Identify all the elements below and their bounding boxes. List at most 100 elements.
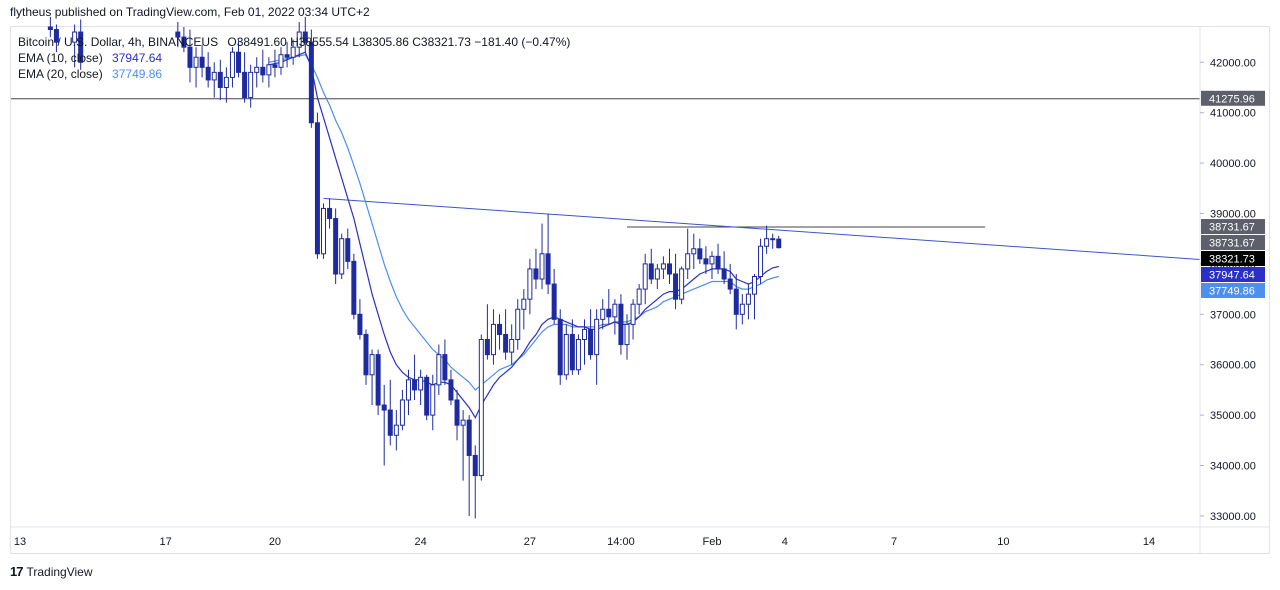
- candle-body-down: [242, 71, 248, 99]
- candle-body-up: [758, 245, 764, 277]
- candle-body-up: [193, 56, 199, 68]
- candle-body-up: [436, 354, 442, 386]
- candle-body-up: [751, 276, 757, 295]
- candle-body-up: [339, 238, 345, 275]
- x-tick-label: 14: [1143, 536, 1155, 548]
- candle: [460, 410, 466, 481]
- candle-body-down: [412, 379, 418, 391]
- ema20-line: [268, 54, 779, 391]
- candle: [254, 57, 260, 88]
- y-tick-label: 34000.00: [1210, 461, 1256, 473]
- candle: [697, 238, 703, 264]
- candle-body-down: [345, 238, 351, 262]
- candle: [296, 21, 302, 58]
- candle: [229, 47, 235, 88]
- candle-body-up: [478, 339, 484, 477]
- candle: [715, 243, 721, 274]
- tradingview-logo-text[interactable]: TradingView: [26, 564, 93, 579]
- candle-body-up: [600, 308, 606, 320]
- candle-body-down: [308, 41, 314, 124]
- y-tick-label: 33000.00: [1210, 511, 1256, 523]
- publisher-line: flytheus published on TradingView.com, F…: [10, 5, 370, 19]
- price-tag-bg: [1201, 283, 1265, 299]
- candle-body-down: [776, 238, 782, 249]
- price-tag-label: 41275.96: [1209, 93, 1255, 105]
- candle: [381, 384, 387, 466]
- candle-body-up: [691, 248, 697, 255]
- candle: [278, 47, 284, 75]
- candle: [612, 299, 618, 335]
- candle-body-down: [236, 51, 242, 73]
- candle: [369, 349, 375, 406]
- candle: [624, 314, 630, 360]
- candle: [472, 445, 478, 519]
- candle-body-down: [484, 339, 490, 356]
- candle: [242, 52, 248, 103]
- candle: [412, 354, 418, 400]
- candle-body-down: [497, 323, 503, 335]
- ema10-polyline: [268, 51, 779, 419]
- candle: [654, 263, 660, 290]
- candle-body-down: [387, 409, 393, 436]
- candle: [751, 273, 757, 320]
- candle: [272, 49, 278, 78]
- candle-body-up: [636, 288, 642, 305]
- candle: [539, 223, 545, 290]
- candle: [727, 263, 733, 295]
- candle-body-down: [181, 36, 187, 48]
- candle-body-down: [442, 354, 448, 381]
- candle: [442, 339, 448, 385]
- candle: [733, 273, 739, 330]
- chart-frame[interactable]: [10, 26, 1270, 554]
- candle: [497, 314, 503, 350]
- legend-ema10-label[interactable]: EMA (10, close): [18, 51, 103, 65]
- x-tick-label: 17: [160, 536, 172, 548]
- candle: [223, 67, 229, 103]
- candle: [351, 253, 357, 320]
- x-tick-label: 13: [14, 536, 26, 548]
- candle: [375, 349, 381, 416]
- candle: [448, 369, 454, 406]
- legend-ema20-label[interactable]: EMA (20, close): [18, 67, 103, 81]
- candle-body-up: [248, 71, 254, 99]
- legend-ema10-value: 37947.64: [112, 51, 163, 65]
- price-axis: 33000.00 34000.00 35000.00 36000.00 37000.00…: [11, 27, 1269, 553]
- candle: [636, 284, 642, 315]
- candle: [606, 289, 612, 325]
- candle: [764, 225, 770, 254]
- candle: [685, 228, 691, 280]
- price-tag-bg: [1201, 235, 1265, 251]
- candle: [339, 233, 345, 280]
- candle: [533, 248, 539, 290]
- candle-body-down: [260, 66, 266, 76]
- candle: [484, 304, 490, 360]
- tradingview-logo-icon[interactable]: 17: [10, 564, 24, 579]
- candle: [679, 266, 685, 305]
- legend-symbol[interactable]: Bitcoin / U.S. Dollar, 4h, BINANCEUS: [18, 35, 219, 49]
- candle: [302, 16, 308, 53]
- candle-body-up: [630, 303, 636, 325]
- price-tag-level: 38731.67: [1201, 235, 1265, 251]
- candle-body-up: [764, 238, 770, 247]
- candle: [405, 369, 411, 416]
- candle: [515, 299, 521, 350]
- chart-legend: Bitcoin / U.S. Dollar, 4h, BINANCEUS O38…: [18, 34, 570, 82]
- price-tag-bg: [1201, 267, 1265, 283]
- candle-body-up: [642, 263, 648, 290]
- candle: [563, 324, 569, 380]
- candle: [181, 27, 187, 53]
- candle: [78, 19, 84, 70]
- candle-body-up: [563, 333, 569, 376]
- candle: [199, 44, 205, 78]
- candle: [666, 248, 672, 285]
- candle: [490, 309, 496, 365]
- candle-body-up: [521, 298, 527, 310]
- price-tag-ema10: 37947.64: [1201, 267, 1265, 283]
- candle-body-down: [314, 122, 320, 255]
- candle: [363, 329, 369, 385]
- candle: [333, 208, 339, 285]
- price-tag-last: 38321.73: [1201, 251, 1265, 267]
- candle-body-up: [369, 354, 375, 376]
- candle: [642, 253, 648, 305]
